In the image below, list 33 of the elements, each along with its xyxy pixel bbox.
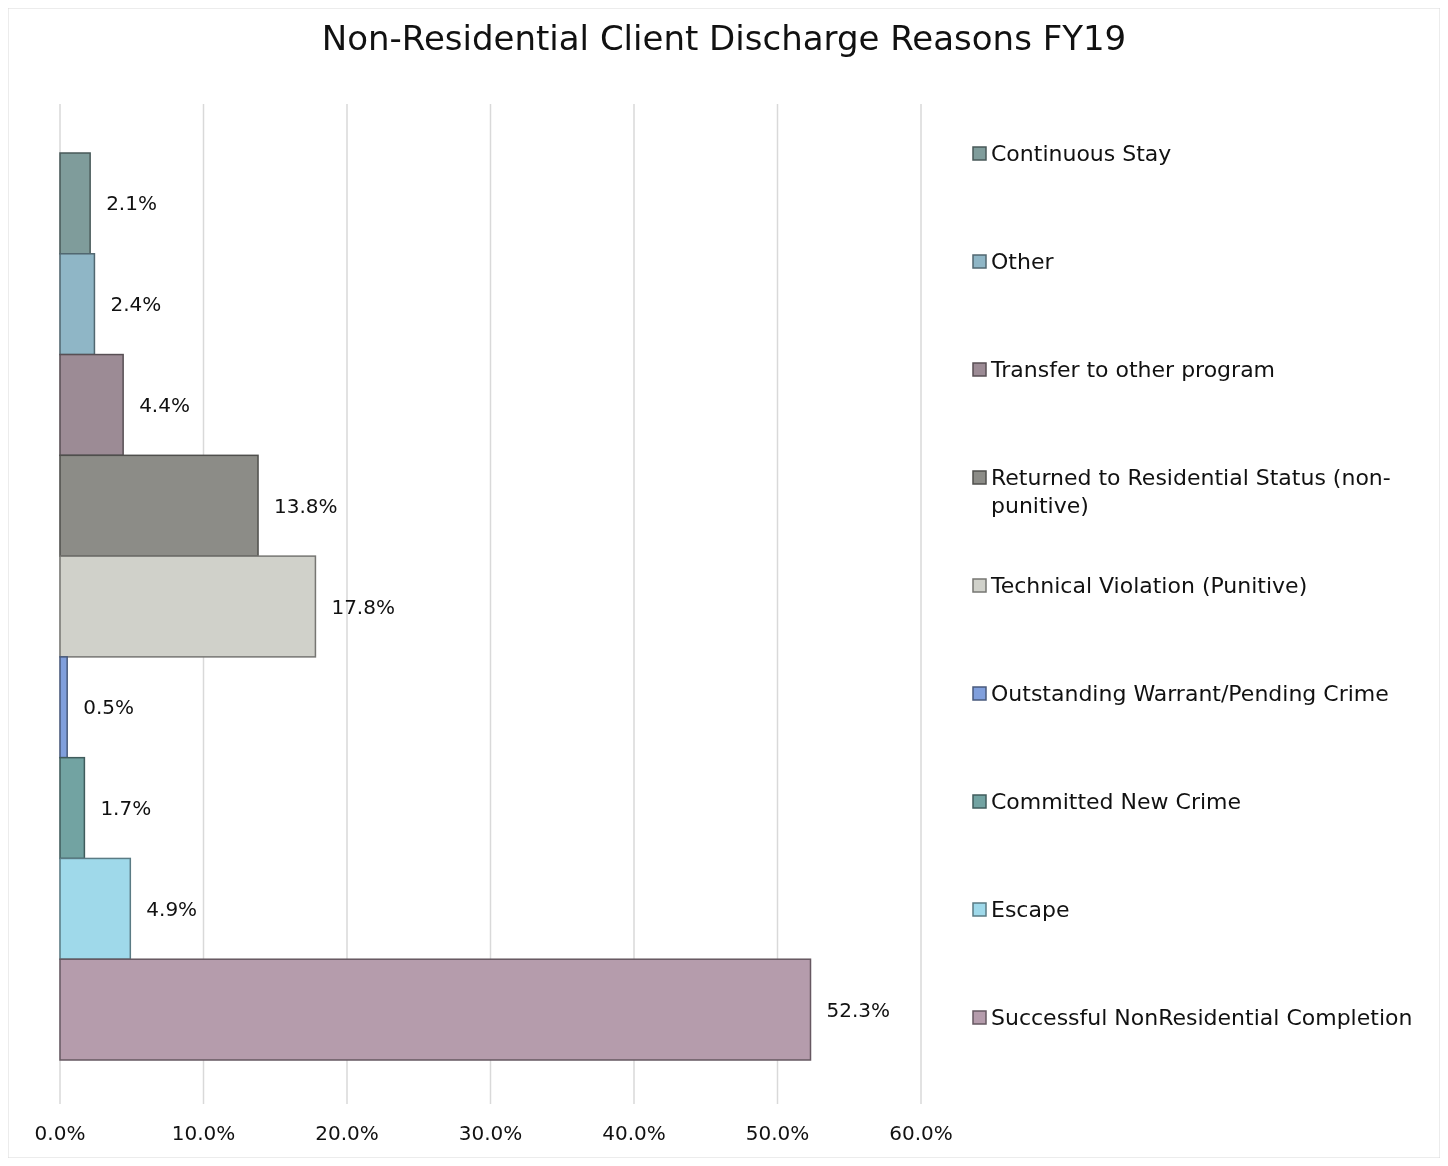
bar	[59, 958, 812, 1061]
x-tick-label: 0.0%	[34, 1121, 86, 1145]
data-label: 4.4%	[139, 392, 190, 417]
x-tick-label: 20.0%	[315, 1121, 379, 1145]
x-tick-label: 30.0%	[458, 1121, 523, 1145]
bar	[59, 152, 91, 255]
data-label: 1.7%	[100, 796, 152, 821]
legend-label: Continuous Stay	[991, 140, 1172, 166]
legend-label: Successful NonResidential Completion	[991, 1004, 1413, 1030]
bar	[59, 555, 317, 658]
legend-label: Committed New Crime	[991, 788, 1242, 814]
legend-label: Escape	[991, 896, 1070, 922]
legend-label: Outstanding Warrant/Pending Crime	[991, 680, 1389, 706]
data-label: 2.1%	[106, 191, 157, 216]
x-tick-label: 10.0%	[171, 1121, 236, 1145]
data-label: 4.9%	[146, 896, 198, 921]
legend-label: Other	[991, 248, 1055, 274]
bar	[59, 656, 68, 759]
data-label: 13.8%	[274, 493, 338, 518]
x-tick-label: 40.0%	[602, 1121, 666, 1145]
bar	[59, 756, 86, 860]
data-label: 52.3%	[826, 997, 891, 1022]
data-label: 17.8%	[331, 594, 395, 619]
bar	[59, 253, 96, 356]
x-tick-label: 50.0%	[745, 1121, 810, 1145]
chart-title: Non-Residential Client Discharge Reasons FY19	[321, 18, 1127, 58]
x-tick-label: 60.0%	[889, 1121, 953, 1145]
data-label: 2.4%	[110, 292, 162, 317]
bar	[59, 857, 132, 960]
legend-label: Returned to Residential Status (non-punitive)	[991, 464, 1391, 518]
legend-label: Technical Violation (Punitive)	[990, 572, 1308, 598]
data-label: 0.5%	[83, 695, 134, 720]
legend-label: Transfer to other program	[990, 356, 1276, 382]
